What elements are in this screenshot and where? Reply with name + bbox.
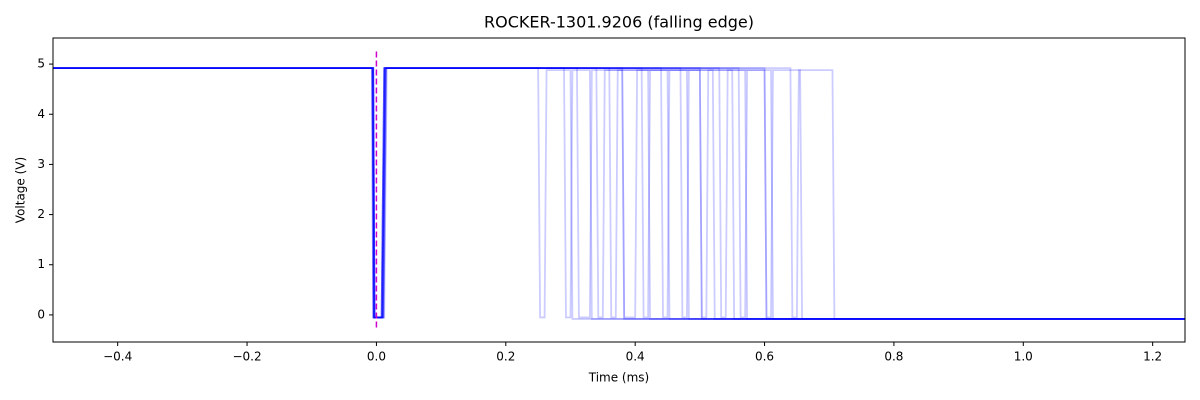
- x-tick-label: 0.6: [755, 350, 774, 364]
- trace-line: [53, 67, 1185, 320]
- trace-line: [53, 67, 1185, 320]
- x-tick-label: 0.8: [884, 350, 903, 364]
- y-tick-label: 3: [37, 157, 45, 171]
- y-tick-label: 4: [37, 107, 45, 121]
- trace-line: [53, 67, 1185, 320]
- x-tick-label: −0.4: [103, 350, 132, 364]
- trace-line: [53, 67, 1185, 320]
- y-tick-label: 0: [37, 307, 45, 321]
- x-tick-label: 0.2: [496, 350, 515, 364]
- trace-line: [53, 67, 1185, 320]
- trace-line: [53, 67, 1185, 320]
- trace-line: [53, 67, 1185, 320]
- x-tick-label: 1.2: [1143, 350, 1162, 364]
- trace-line: [53, 67, 1185, 320]
- y-tick-label: 5: [37, 57, 45, 71]
- trace-line: [53, 67, 1185, 320]
- x-tick-label: 0.4: [626, 350, 645, 364]
- trace-line: [53, 67, 1185, 320]
- trace-line: [53, 67, 1185, 320]
- trace-line: [53, 67, 1185, 320]
- plot-frame: [52, 37, 1186, 343]
- x-tick-label: −0.2: [232, 350, 261, 364]
- trace-line: [53, 67, 1185, 320]
- x-axis-label: Time (ms): [588, 371, 650, 385]
- trace-line: [53, 67, 1185, 320]
- y-axis-label: Voltage (V): [14, 157, 28, 223]
- traces: [53, 67, 1185, 320]
- x-tick-label: 1.0: [1014, 350, 1033, 364]
- chart-title: ROCKER-1301.9206 (falling edge): [484, 13, 754, 32]
- y-tick-label: 2: [37, 207, 45, 221]
- x-tick-label: 0.0: [367, 350, 386, 364]
- y-tick-label: 1: [37, 257, 45, 271]
